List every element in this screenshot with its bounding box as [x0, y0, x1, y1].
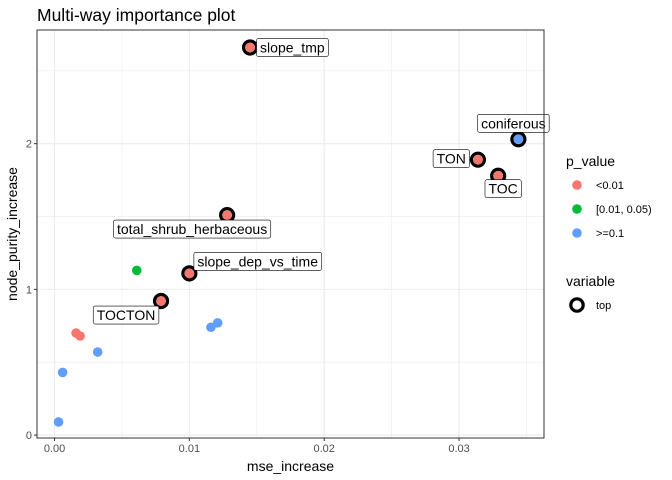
legend-label-variable: top: [596, 300, 611, 312]
y-axis-title: node_purity_increase: [4, 167, 20, 301]
top-variable-ring: [152, 292, 170, 310]
point-label-box: [193, 252, 323, 271]
point-label: TOC: [484, 179, 522, 199]
point-label-text: TOC: [488, 181, 517, 197]
chart-title: Multi-way importance plot: [37, 5, 236, 25]
y-tick-label: 1: [26, 284, 32, 296]
top-variable-ring: [510, 131, 527, 148]
point-label-text: TON: [437, 151, 466, 167]
legend-label-p-value: >=0.1: [596, 228, 624, 240]
data-point: [212, 318, 223, 328]
panel-border: [36, 29, 545, 439]
point-label-text: total_shrub_herbaceous: [117, 221, 267, 237]
legend: p_value <0.01[0.01, 0.05)>=0.1 variable …: [566, 153, 652, 313]
x-tick-label: 0.00: [44, 443, 65, 455]
point-labels: slope_tmp coniferous TON TOC total_shrub_her…: [92, 38, 550, 325]
point-label: coniferous: [477, 113, 550, 133]
data-point: [57, 367, 68, 378]
minor-grid: [37, 30, 544, 438]
x-tick-label: 0.01: [179, 443, 200, 455]
point-label-box: [92, 305, 160, 325]
top-variable-ring: [181, 265, 198, 282]
legend-key-p-value: [572, 180, 582, 190]
point-label-text: slope_dep_vs_time: [197, 253, 318, 269]
top-variable-ring: [469, 151, 487, 168]
data-points: [53, 39, 527, 427]
legend-title-p-value: p_value: [566, 153, 615, 169]
legend-label-p-value: <0.01: [596, 180, 624, 192]
data-point: [473, 154, 483, 165]
data-point: [156, 296, 166, 306]
point-label: TOCTON: [92, 305, 160, 325]
legend-key-p-value: [572, 228, 582, 238]
data-point: [75, 331, 85, 341]
x-axis-title: mse_increase: [247, 458, 334, 474]
point-label-box: [432, 149, 470, 168]
data-point: [513, 134, 524, 145]
point-label-box: [484, 179, 522, 199]
data-point: [493, 170, 503, 181]
x-tick-label: 0.03: [448, 443, 469, 455]
data-point: [92, 347, 103, 357]
point-label-text: slope_tmp: [260, 39, 325, 55]
y-tick-label: 2: [26, 139, 32, 151]
x-axis-ticks: 0.00 0.01 0.02 0.03: [44, 438, 470, 455]
data-point: [245, 42, 255, 53]
point-label: total_shrub_herbaceous: [113, 219, 272, 239]
point-label-text: TOCTON: [97, 307, 156, 323]
point-label: slope_tmp: [256, 38, 329, 57]
legend-title-variable: variable: [566, 273, 615, 289]
point-label-box: [256, 38, 329, 57]
data-point: [222, 210, 232, 220]
legend-label-p-value: [0.01, 0.05): [596, 204, 652, 216]
point-label-box: [477, 113, 550, 133]
point-label: slope_dep_vs_time: [193, 252, 323, 271]
data-point: [184, 268, 195, 279]
legend-key-variable: [569, 297, 585, 313]
y-axis-ticks: 0 1 2: [26, 139, 37, 442]
x-tick-label: 0.02: [313, 443, 334, 455]
legend-key-p-value: [572, 204, 582, 214]
point-label: TON: [432, 149, 470, 168]
plot-panel: [37, 30, 544, 438]
data-point: [131, 265, 142, 276]
point-label-text: coniferous: [481, 115, 546, 131]
data-point: [53, 417, 64, 427]
y-tick-label: 0: [26, 430, 32, 442]
point-label-box: [113, 219, 272, 239]
